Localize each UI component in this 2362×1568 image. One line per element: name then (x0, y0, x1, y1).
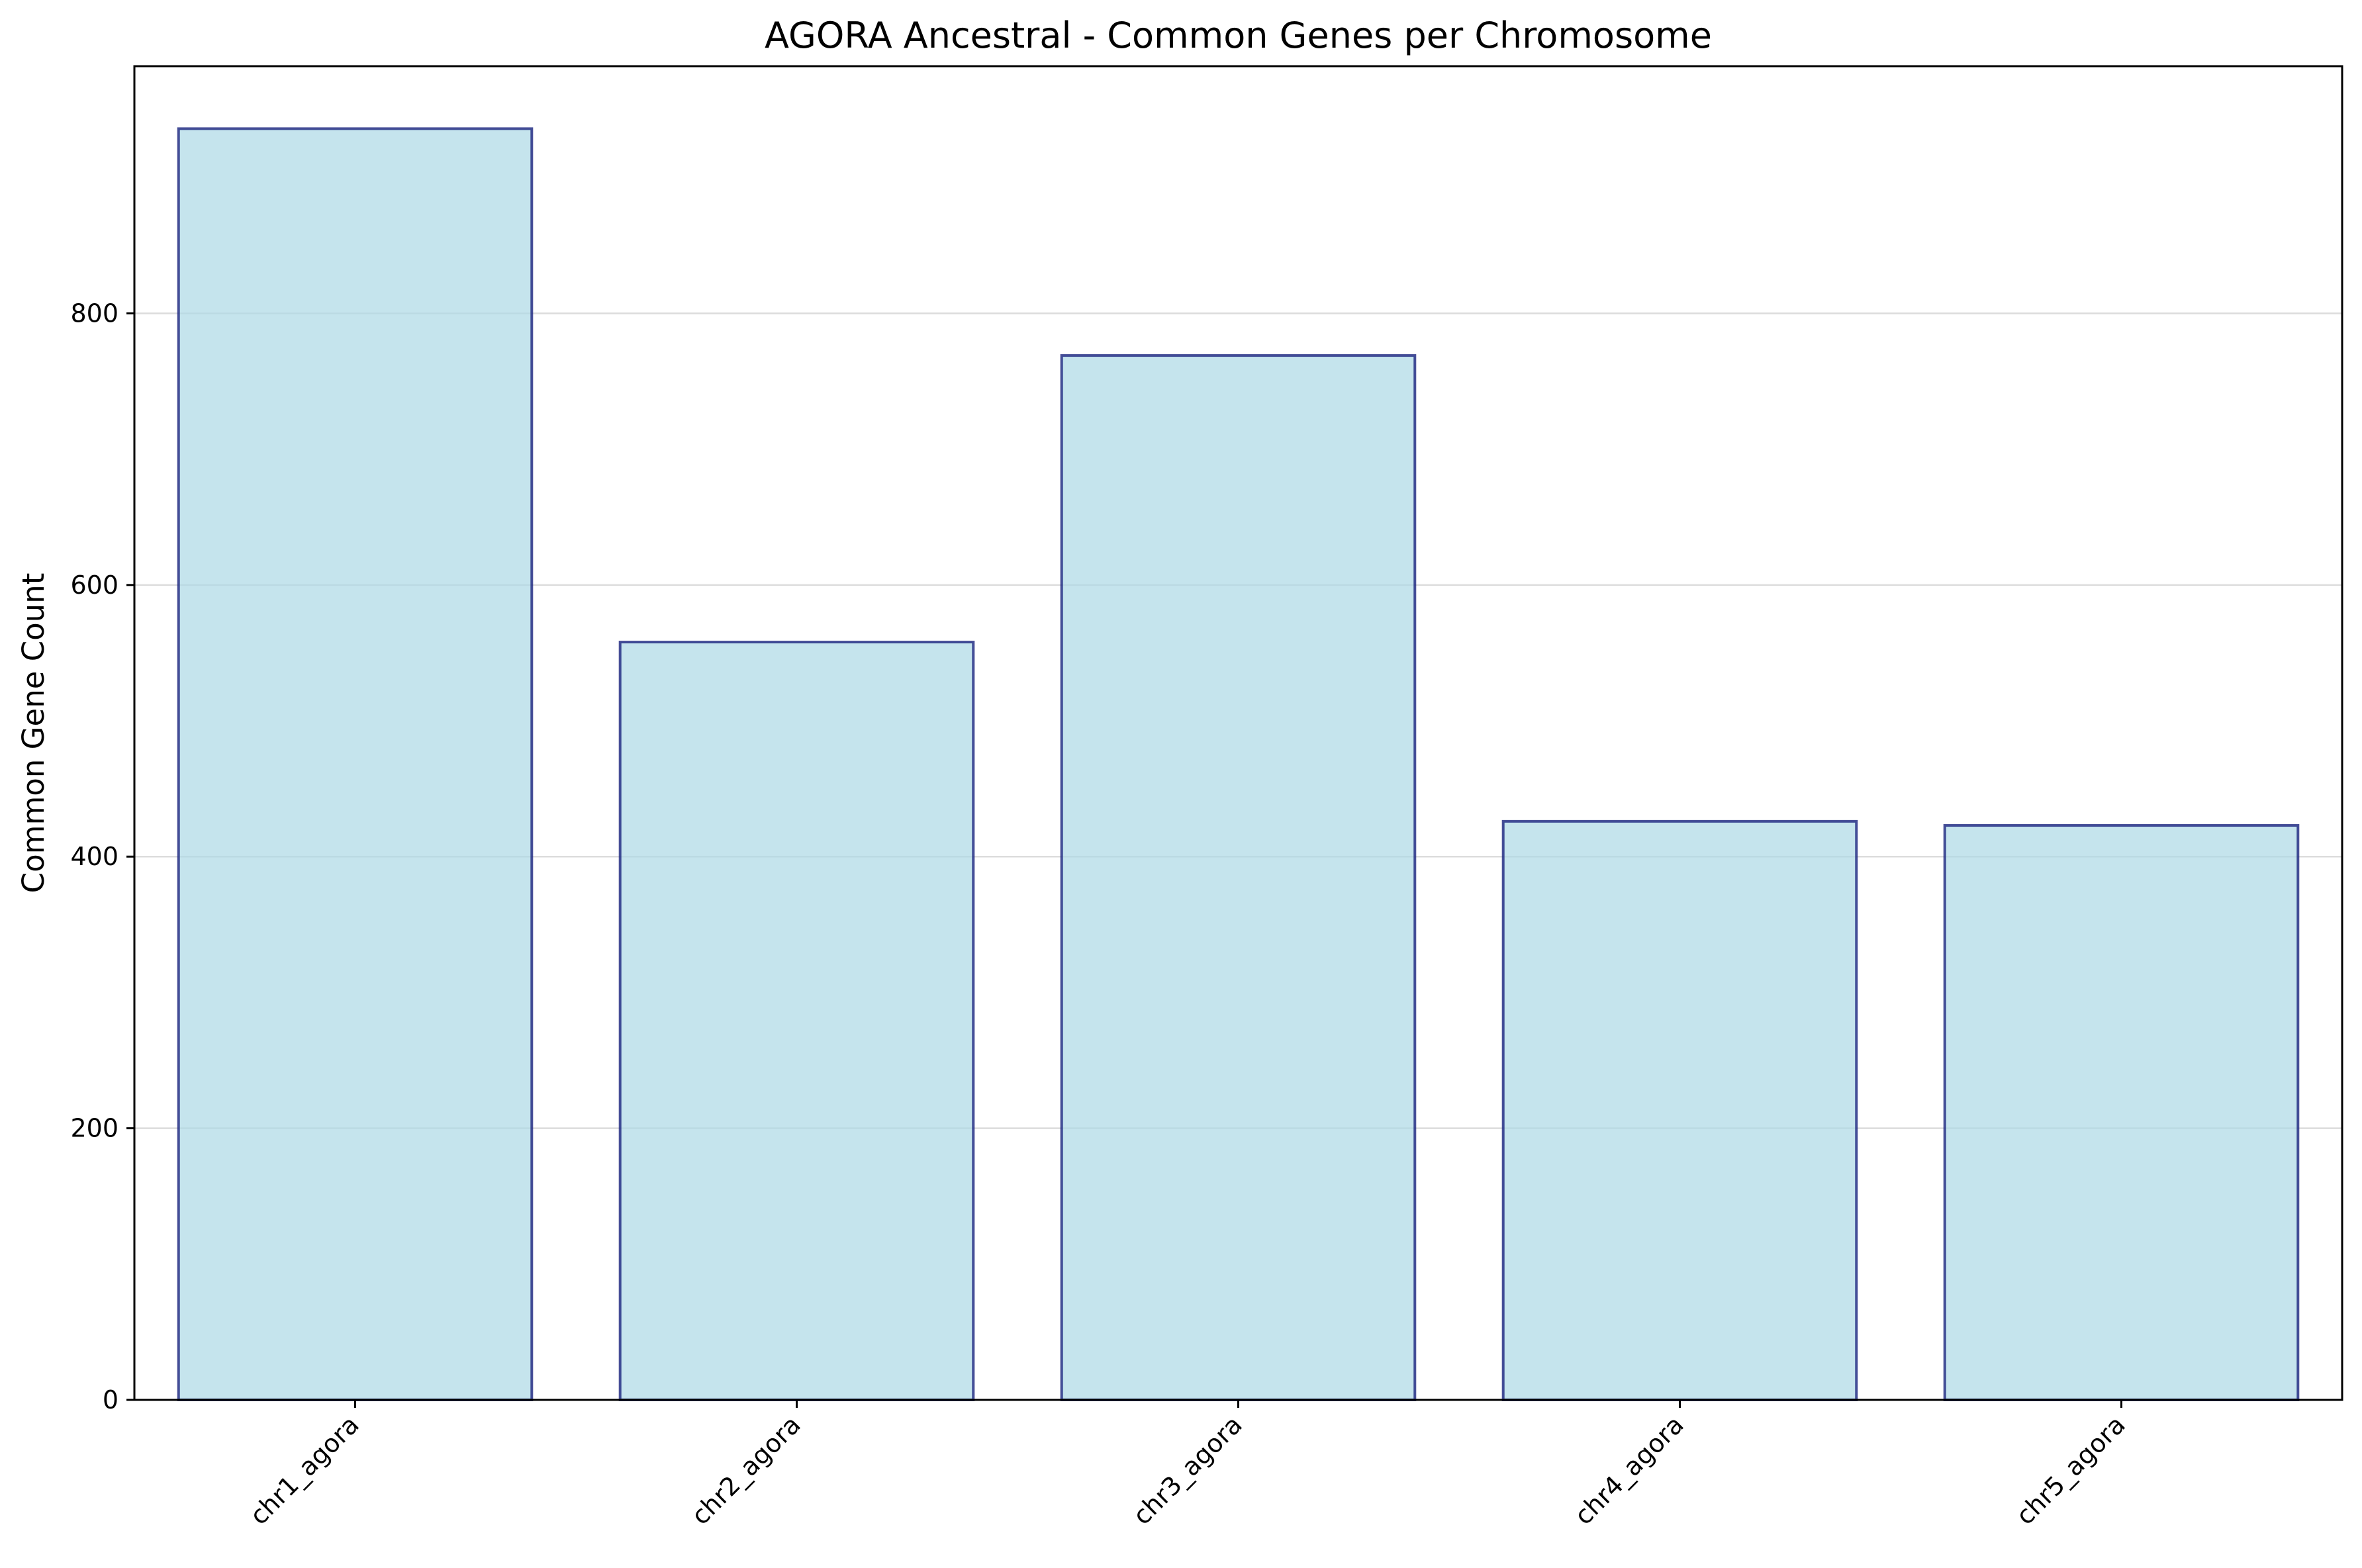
y-tick-label: 200 (70, 1114, 118, 1143)
y-tick-label: 800 (70, 299, 118, 328)
x-ticks: chr1_agora chr2_agora chr3_agora chr4_agora… (244, 1400, 2131, 1530)
x-tick-label-chr2_agora: chr2_agora (686, 1410, 806, 1530)
bar-chr1_agora (177, 127, 534, 1401)
x-tick-label-chr5_agora: chr5_agora (2010, 1410, 2131, 1530)
x-tick-label-chr3_agora: chr3_agora (1127, 1410, 1248, 1530)
x-tick-label-chr4_agora: chr4_agora (1569, 1410, 1689, 1530)
bar-chr5_agora (1943, 824, 2300, 1402)
y-tick-label: 600 (70, 571, 118, 600)
bar-chr2_agora (618, 641, 975, 1401)
bar-chr4_agora (1501, 819, 1858, 1401)
bar-chr3_agora (1060, 354, 1417, 1401)
y-axis-label: Common Gene Count (16, 573, 51, 894)
y-ticks: 0 200 400 600 800 (70, 299, 134, 1414)
chart-title: AGORA Ancestral - Common Genes per Chrom… (765, 15, 1712, 56)
x-tick-label-chr1_agora: chr1_agora (244, 1410, 365, 1530)
y-tick-label: 0 (103, 1385, 118, 1414)
bars (177, 127, 2300, 1402)
y-tick-label: 400 (70, 842, 118, 871)
